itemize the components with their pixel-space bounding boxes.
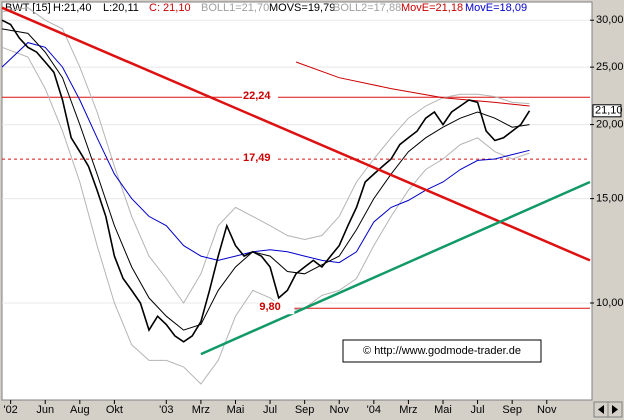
x-tick-label: Nov <box>537 404 557 416</box>
x-tick-label: Nov <box>329 404 349 416</box>
annotation-box <box>342 339 542 363</box>
header-item: C: 21,10 <box>149 2 191 14</box>
x-tick-label: Jul <box>471 404 485 416</box>
x-tick-label: Mai <box>227 404 245 416</box>
x-tick-label: Aug <box>70 404 90 416</box>
series-line <box>1 28 530 331</box>
header-item: MovE=21,18 <box>401 2 463 14</box>
x-tick-label: '04 <box>367 404 381 416</box>
series-line <box>1 19 531 343</box>
header-item: L:20,11 <box>103 2 139 14</box>
x-tick-label: Jun <box>36 404 54 416</box>
x-tick-label: '02 <box>3 404 17 416</box>
header-item: H:21,40 <box>53 2 92 14</box>
x-tick-label: Mrz <box>192 404 210 416</box>
header-item: MOVS=19,79 <box>269 2 335 14</box>
x-tick-label: Jul <box>263 404 277 416</box>
annotation: © http://www.godmode-trader.de <box>363 345 521 357</box>
header-item: MovE=18,09 <box>465 2 527 14</box>
x-tick-label: Sep <box>502 404 522 416</box>
trend-line <box>1 6 591 262</box>
level-label-bg <box>242 90 278 104</box>
y-tick-label: 30,00 <box>596 14 624 26</box>
level-label-bg <box>242 152 278 166</box>
y-tick-label: 20,00 <box>596 118 624 130</box>
y-tick-label: 15,00 <box>596 193 624 205</box>
level-label: 17,49 <box>243 152 271 164</box>
level-label-bg <box>258 301 295 315</box>
x-tick-label: Okt <box>106 404 123 416</box>
level-label: 22,24 <box>243 90 271 102</box>
x-tick-label: Mrz <box>399 404 417 416</box>
header: BWT [15] H:21,40 L:20,11 C: 21,10 BOLL1=21,7… <box>5 2 527 14</box>
price-tag <box>592 104 622 118</box>
series-line <box>1 46 530 385</box>
x-tick-label: '03 <box>159 404 173 416</box>
trend-line <box>200 180 591 356</box>
y-tick-label: 10,00 <box>596 297 624 309</box>
y-tick-label: 25,00 <box>596 61 624 73</box>
series-line <box>295 61 530 107</box>
scroll-right-icon <box>612 405 618 414</box>
price-tag-label: 21,10 <box>595 105 623 117</box>
header-item: BOLL1=21,70 <box>201 2 269 14</box>
x-tick-label: Sep <box>295 404 315 416</box>
level-label: 9,80 <box>259 301 280 313</box>
header-item: BOLL2=17,88 <box>333 2 401 14</box>
x-tick-label: Mai <box>434 404 452 416</box>
series-line <box>1 42 530 264</box>
scroll-left-icon <box>598 405 604 414</box>
